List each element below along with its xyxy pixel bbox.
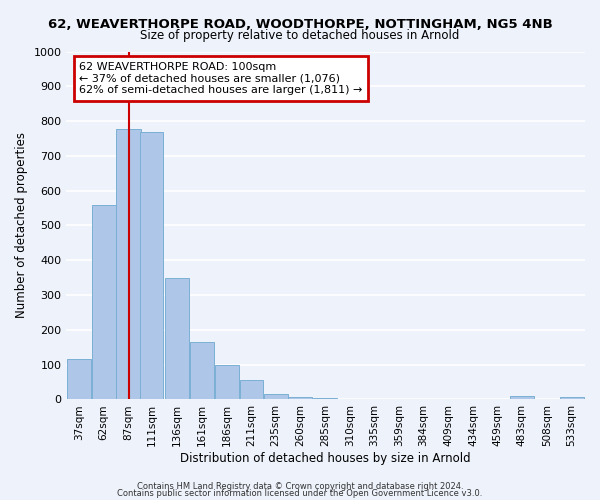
Bar bbox=[116, 128, 140, 400]
Bar bbox=[239, 380, 263, 400]
Text: Size of property relative to detached houses in Arnold: Size of property relative to detached ho… bbox=[140, 29, 460, 42]
Bar bbox=[92, 206, 116, 400]
Bar bbox=[263, 394, 287, 400]
Bar bbox=[165, 278, 189, 400]
Bar bbox=[140, 132, 163, 400]
Bar bbox=[190, 342, 214, 400]
Bar bbox=[313, 398, 337, 400]
Text: Contains public sector information licensed under the Open Government Licence v3: Contains public sector information licen… bbox=[118, 490, 482, 498]
Bar bbox=[215, 366, 239, 400]
Bar bbox=[560, 396, 584, 400]
Text: Contains HM Land Registry data © Crown copyright and database right 2024.: Contains HM Land Registry data © Crown c… bbox=[137, 482, 463, 491]
Bar bbox=[510, 396, 534, 400]
Text: 62 WEAVERTHORPE ROAD: 100sqm
← 37% of detached houses are smaller (1,076)
62% of: 62 WEAVERTHORPE ROAD: 100sqm ← 37% of de… bbox=[79, 62, 363, 95]
Y-axis label: Number of detached properties: Number of detached properties bbox=[15, 132, 28, 318]
Text: 62, WEAVERTHORPE ROAD, WOODTHORPE, NOTTINGHAM, NG5 4NB: 62, WEAVERTHORPE ROAD, WOODTHORPE, NOTTI… bbox=[47, 18, 553, 30]
Bar bbox=[289, 396, 313, 400]
Bar bbox=[67, 360, 91, 400]
X-axis label: Distribution of detached houses by size in Arnold: Distribution of detached houses by size … bbox=[181, 452, 471, 465]
Bar bbox=[338, 399, 362, 400]
